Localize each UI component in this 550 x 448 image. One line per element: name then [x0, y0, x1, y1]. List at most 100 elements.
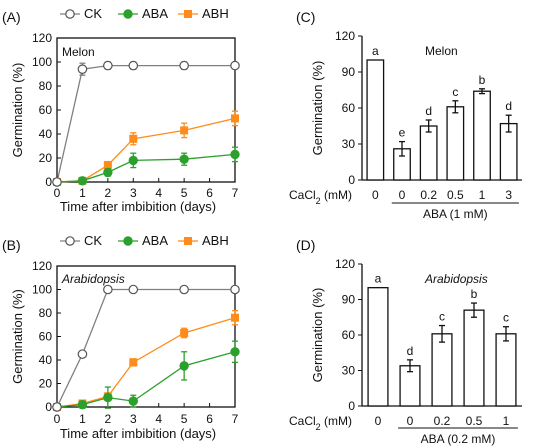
y-tick-label: 60 — [342, 101, 356, 115]
significance-letter: d — [425, 104, 432, 118]
significance-letter: b — [479, 73, 486, 87]
legend-label: ABH — [202, 233, 229, 248]
data-point — [123, 9, 133, 19]
series-abh — [53, 110, 239, 186]
data-point — [128, 60, 139, 71]
legend-entry-aba: ABA — [118, 233, 168, 248]
series-line — [56, 317, 236, 408]
y-tick-label: 80 — [39, 306, 53, 320]
x-tick-label: 0 — [54, 186, 61, 200]
data-point — [65, 9, 75, 19]
y-tick-label: 30 — [342, 137, 356, 151]
bar — [463, 309, 485, 407]
x-tick-label: 6 — [206, 186, 213, 200]
significance-letter: e — [399, 126, 406, 140]
data-point — [128, 396, 138, 406]
series-abh — [53, 309, 239, 411]
data-point — [184, 10, 192, 18]
y-tick-label: 120 — [32, 259, 52, 273]
y-tick-label: 60 — [342, 328, 356, 342]
x-tick-label: 3 — [130, 412, 137, 426]
series-line — [56, 117, 236, 183]
bar-group: d0 — [399, 344, 421, 428]
panel-label: (C) — [296, 9, 315, 25]
group-label: ABA (0.2 mM) — [421, 432, 496, 446]
category-label: 0 — [399, 188, 406, 202]
x-tick-label: 4 — [155, 412, 162, 426]
x-axis-label: Time after imbibition (days) — [60, 199, 216, 214]
bar — [473, 90, 491, 181]
bar — [495, 333, 517, 407]
legend-entry-abh: ABH — [178, 6, 229, 21]
data-point — [179, 60, 189, 71]
line-chart-panel-a: (A) 0 20 40 60 80 100 120 0 1 2 3 4 5 6 7 Germination (%… — [2, 6, 240, 214]
series-line — [56, 288, 235, 408]
data-point — [230, 60, 240, 71]
category-label: 0.5 — [447, 188, 464, 202]
y-axis-label: Germination (%) — [10, 289, 25, 384]
y-tick-label: 90 — [342, 65, 356, 79]
x-tick-label: 5 — [181, 186, 188, 200]
category-label: 0 — [372, 188, 379, 202]
data-point — [77, 349, 88, 359]
panel-annotation: Melon — [62, 45, 95, 59]
data-point — [103, 60, 113, 71]
bar-group: a0 — [367, 272, 389, 428]
panel-annotation: Arabidopsis — [424, 272, 488, 286]
x-tick-label: 7 — [232, 412, 239, 426]
significance-letter: a — [375, 272, 382, 286]
series-line — [56, 64, 235, 183]
y-tick-label: 100 — [32, 283, 52, 297]
legend-entry-aba: ABA — [118, 6, 168, 21]
y-tick-label: 40 — [39, 127, 53, 141]
data-point — [230, 284, 240, 295]
bar-group: a0 — [366, 44, 385, 202]
data-point — [230, 347, 240, 357]
series-line — [56, 351, 236, 408]
x-axis-label: CaCl2 (mM) — [289, 414, 352, 432]
y-tick-label: 0 — [348, 173, 355, 187]
y-axis-label: Germination (%) — [10, 63, 25, 158]
panel-annotation: Arabidopsis — [61, 272, 125, 286]
legend-label: ABA — [142, 6, 168, 21]
plot-frame — [56, 265, 236, 408]
x-axis-label: CaCl2 (mM) — [289, 188, 352, 206]
legend-label: ABA — [142, 233, 168, 248]
legend-label: CK — [84, 233, 102, 248]
significance-letter: b — [471, 287, 478, 301]
bar-group: b 0.5 — [463, 287, 485, 428]
bar-group: b1 — [473, 73, 491, 202]
y-tick-label: 80 — [39, 79, 53, 93]
significance-letter: c — [439, 310, 445, 324]
data-point — [231, 313, 239, 322]
category-label: 1 — [479, 188, 486, 202]
data-point — [179, 361, 189, 371]
x-tick-label: 1 — [79, 412, 86, 426]
category-label: 3 — [505, 188, 512, 202]
x-tick-label: 4 — [155, 186, 162, 200]
significance-letter: d — [407, 344, 414, 358]
y-tick-label: 20 — [39, 377, 53, 391]
bar — [366, 59, 385, 181]
category-label: 0 — [407, 414, 414, 428]
y-tick-label: 100 — [32, 55, 52, 69]
x-tick-label: 1 — [79, 186, 86, 200]
y-tick-label: 0 — [45, 400, 52, 414]
bar — [446, 106, 465, 181]
data-point — [230, 149, 240, 160]
legend-entry-ck: CK — [60, 233, 102, 248]
legend-entry-ck: CK — [60, 6, 102, 21]
data-point — [77, 399, 88, 410]
y-tick-label: 20 — [39, 151, 53, 165]
bar-chart-panel-d: (D) 0 30 60 90 120 Germination (%) Arabidopsis a… — [289, 237, 522, 446]
series-ck — [52, 60, 240, 187]
data-point — [179, 284, 189, 295]
y-tick-label: 120 — [335, 29, 355, 43]
data-point — [65, 236, 75, 246]
y-axis-label: Germination (%) — [310, 288, 325, 383]
data-point — [184, 237, 192, 245]
y-tick-label: 120 — [32, 31, 52, 45]
data-point — [77, 176, 88, 186]
